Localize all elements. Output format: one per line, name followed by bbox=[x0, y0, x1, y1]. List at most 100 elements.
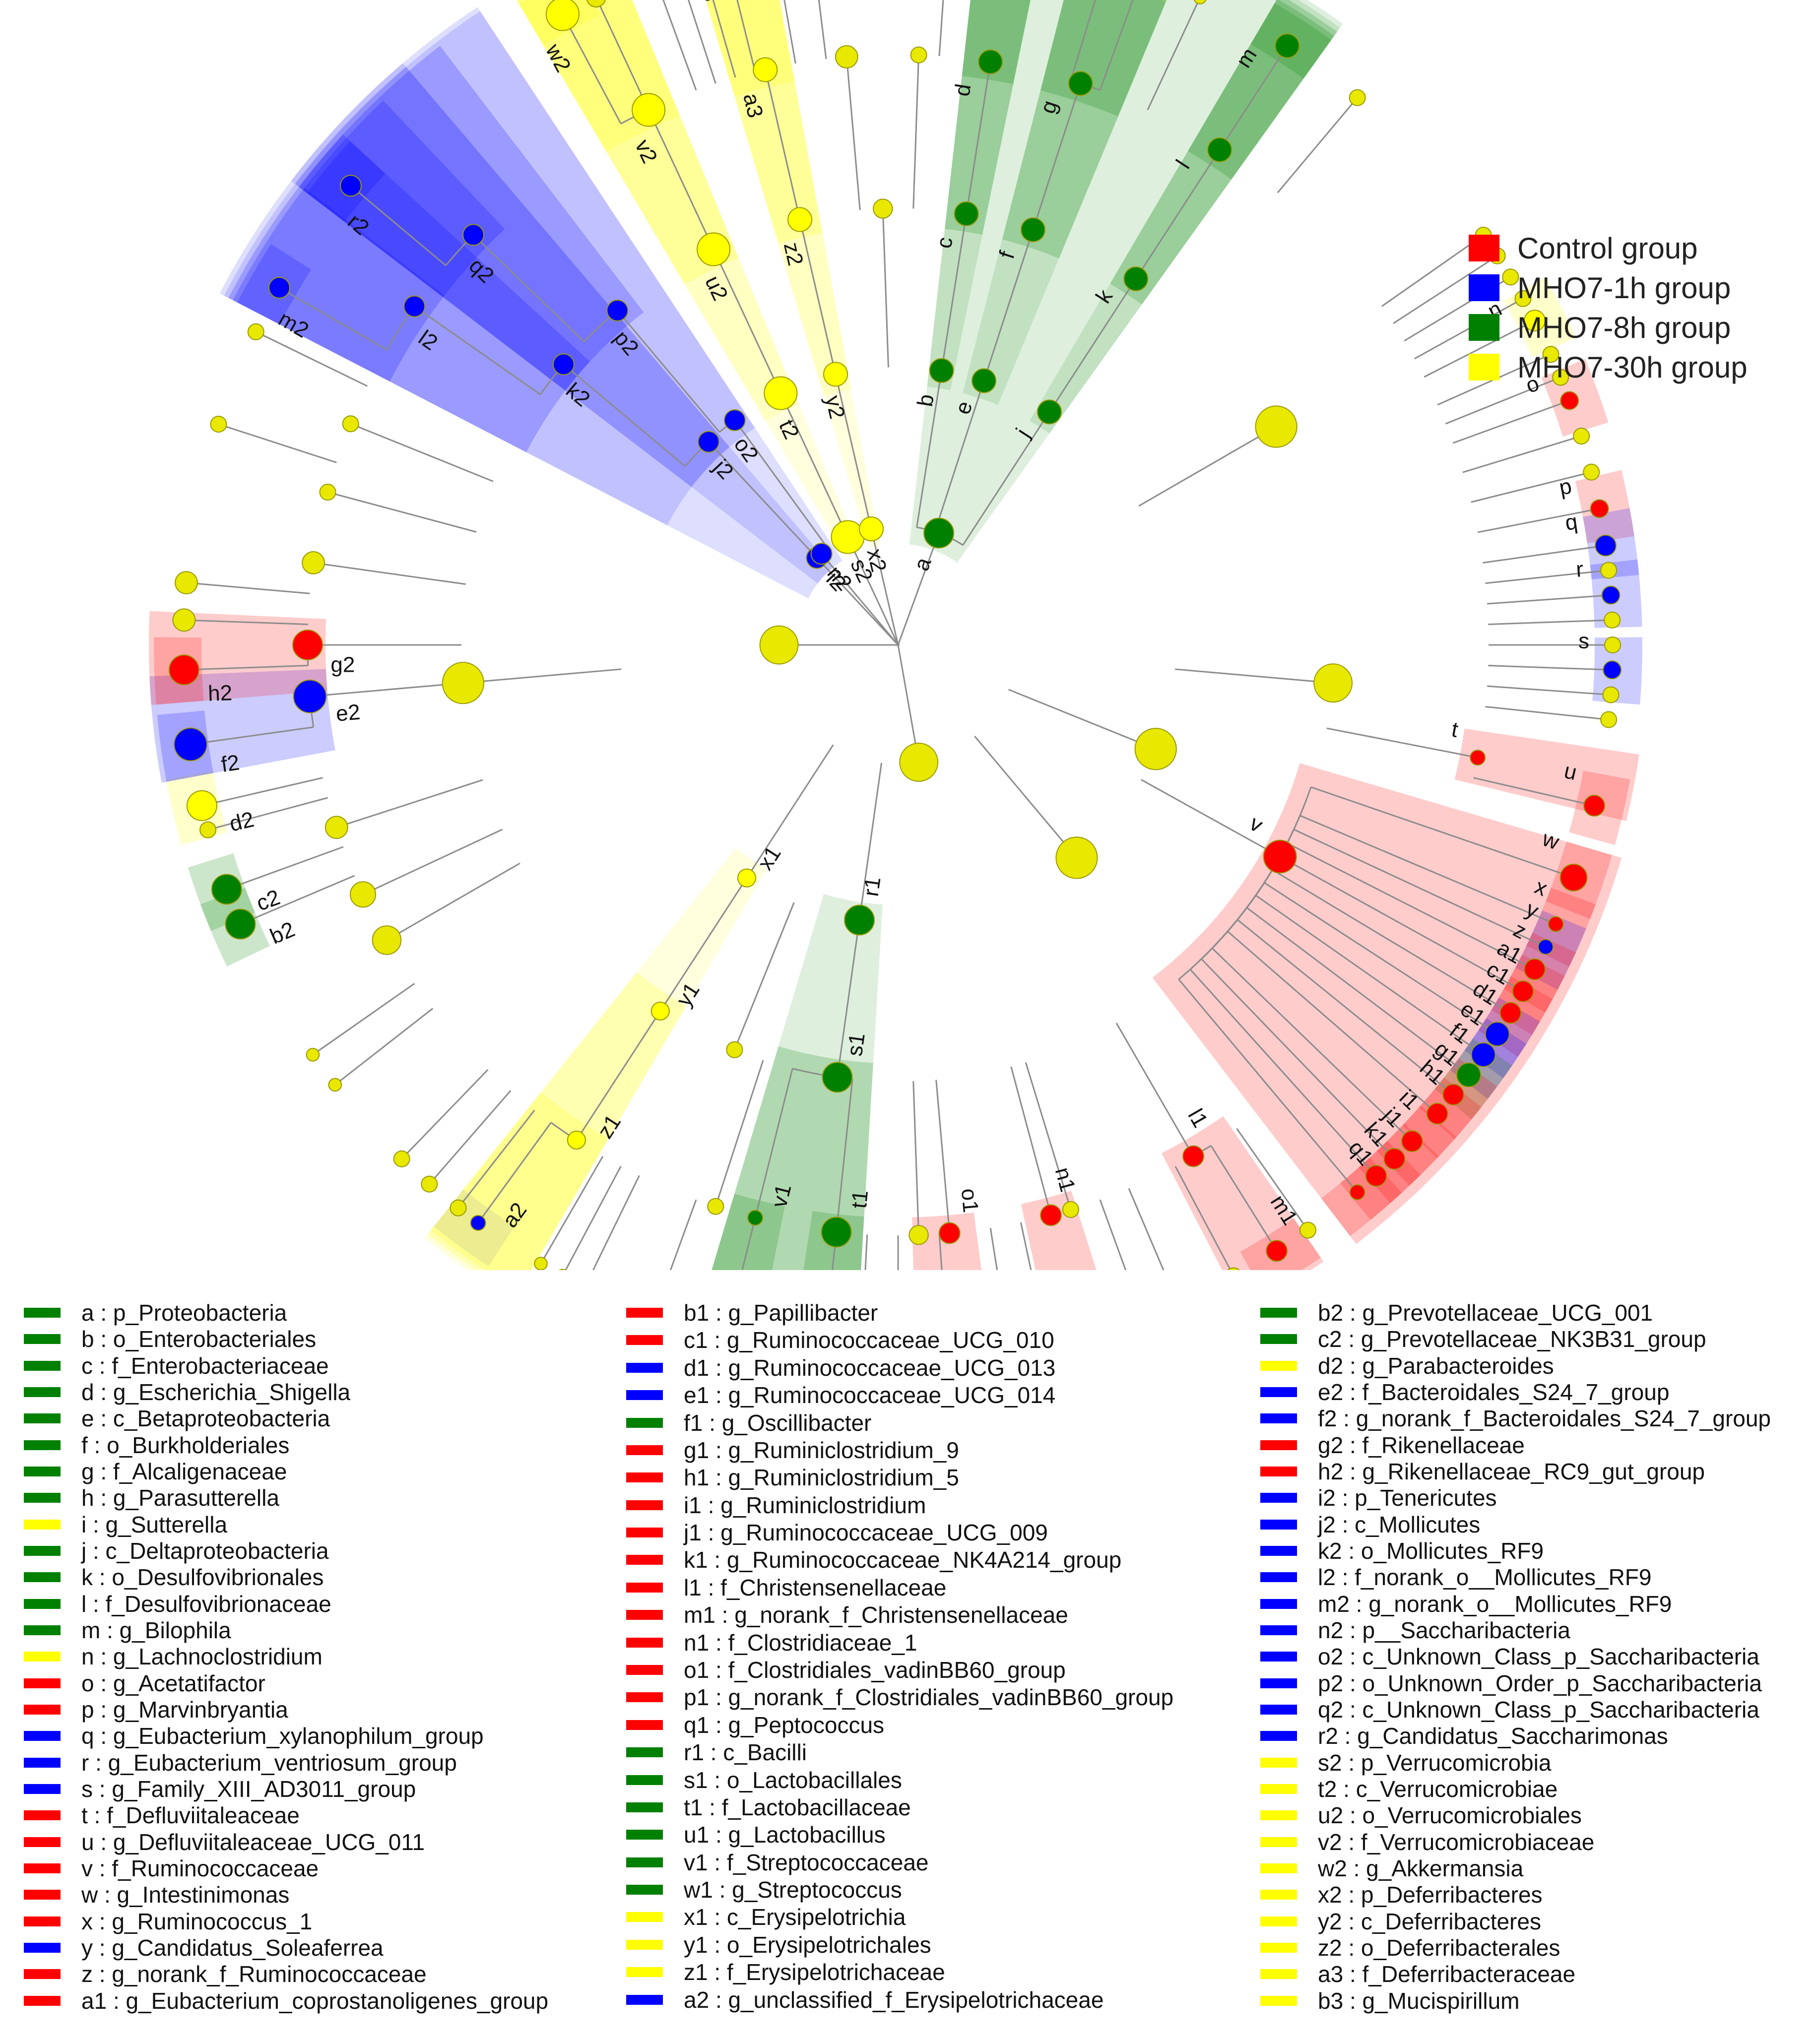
key-label: o1 : f_Clostridiales_vadinBB60_group bbox=[684, 1657, 1066, 1683]
key-swatch bbox=[626, 1830, 663, 1840]
key-row: t1 : f_Lactobacillaceae bbox=[626, 1794, 911, 1820]
branch-line bbox=[989, 1228, 998, 1270]
node-label-y2: y2 bbox=[821, 393, 849, 421]
tree-node bbox=[835, 45, 858, 68]
tree-node bbox=[172, 608, 196, 632]
key-row: b1 : g_Papillibacter bbox=[626, 1300, 878, 1326]
tree-node-k2 bbox=[552, 353, 575, 376]
key-swatch bbox=[626, 1994, 663, 2005]
key-swatch bbox=[626, 1472, 663, 1483]
key-row: x : g_Ruminococcus_1 bbox=[24, 1909, 312, 1934]
branch-line bbox=[935, 1080, 951, 1233]
key-row: p : g_Marvinbryantia bbox=[24, 1697, 288, 1723]
tree-node-z2 bbox=[787, 207, 813, 232]
branch-line bbox=[256, 331, 368, 387]
tree-node bbox=[450, 1199, 467, 1216]
branch-line bbox=[186, 582, 310, 594]
clade-band-f bbox=[1002, 0, 1167, 258]
key-swatch bbox=[24, 1598, 61, 1609]
key-row: f1 : g_Oscillibacter bbox=[626, 1410, 871, 1436]
key-row: j1 : g_Ruminococcaceae_UCG_009 bbox=[626, 1520, 1048, 1545]
branch-line bbox=[897, 644, 920, 763]
branch-line bbox=[463, 668, 622, 684]
tree-node-u2 bbox=[697, 232, 731, 266]
branch-line bbox=[1210, 1145, 1278, 1251]
key-row: k2 : o_Mollicutes_RF9 bbox=[1260, 1538, 1544, 1564]
key-label: h2 : g_Rikenellaceae_RC9_gut_group bbox=[1318, 1459, 1705, 1484]
legend-label: Control group bbox=[1517, 231, 1698, 265]
clade-band-i2 bbox=[219, 63, 833, 599]
key-label: m2 : g_norank_o__Mollicutes_RF9 bbox=[1318, 1591, 1672, 1617]
legend-item: Control group bbox=[1469, 228, 1748, 268]
tree-node-m2 bbox=[268, 277, 290, 299]
key-label: c1 : g_Ruminococcaceae_UCG_010 bbox=[684, 1327, 1054, 1353]
branch-line bbox=[858, 763, 883, 920]
branch-line bbox=[1178, 979, 1358, 1193]
tree-node-s2 bbox=[831, 520, 865, 554]
key-label: f2 : g_norank_f_Bacteroidales_S24_7_grou… bbox=[1318, 1405, 1771, 1432]
branch-line bbox=[662, 0, 697, 91]
key-swatch bbox=[626, 1445, 663, 1455]
key-label: g2 : f_Rikenellaceae bbox=[1318, 1432, 1525, 1458]
key-row: a2 : g_unclassified_f_Erysipelotrichacea… bbox=[626, 1987, 1104, 2013]
branch-line bbox=[218, 423, 337, 463]
tree-node-i1 bbox=[1401, 1130, 1423, 1152]
key-row: b3 : g_Mucispirillum bbox=[1260, 1988, 1519, 2014]
key-row: r2 : g_Candidatus_Saccharimonas bbox=[1260, 1723, 1668, 1749]
node-label-s1: s1 bbox=[843, 1031, 870, 1058]
branch-line bbox=[350, 185, 447, 266]
branch-line bbox=[1032, 83, 1082, 230]
tree-node bbox=[372, 925, 402, 955]
key-swatch bbox=[24, 1969, 61, 1980]
key-swatch bbox=[1260, 1810, 1297, 1821]
tree-node-p bbox=[1590, 499, 1609, 518]
key-swatch bbox=[1260, 1678, 1297, 1688]
key-label: k1 : g_Ruminococcaceae_NK4A214_group bbox=[684, 1547, 1122, 1573]
tree-node-s1 bbox=[822, 1062, 853, 1093]
branch-line bbox=[1138, 426, 1277, 507]
legend-item: MHO7-8h group bbox=[1469, 308, 1748, 347]
key-swatch bbox=[1260, 1467, 1297, 1476]
key-row: n2 : p__Saccharibacteria bbox=[1260, 1617, 1570, 1643]
key-row: u : g_Defluviitaleaceae_UCG_011 bbox=[24, 1829, 425, 1855]
tree-node bbox=[1573, 427, 1590, 445]
tree-node-a2 bbox=[470, 1214, 486, 1231]
key-swatch bbox=[626, 1857, 663, 1867]
branch-line bbox=[1487, 594, 1611, 605]
tree-node-k1 bbox=[1365, 1165, 1387, 1187]
key-row: n : g_Lachnoclostridium bbox=[24, 1644, 323, 1669]
legend-swatch bbox=[1469, 235, 1499, 261]
key-swatch bbox=[626, 1802, 663, 1812]
key-swatch bbox=[24, 1863, 61, 1873]
tree-node-l1 bbox=[1182, 1145, 1204, 1167]
branch-line bbox=[1471, 471, 1592, 503]
node-label-x2: x2 bbox=[862, 546, 891, 574]
key-label: z1 : f_Erysipelotrichaceae bbox=[684, 1959, 945, 1985]
branch-line bbox=[562, 13, 622, 124]
tree-node bbox=[1255, 405, 1298, 448]
tree-node bbox=[325, 816, 348, 839]
branch-line bbox=[1424, 319, 1535, 378]
tree-node-e1 bbox=[1471, 1042, 1496, 1067]
key-label: g : f_Alcaligenaceae bbox=[81, 1459, 287, 1484]
node-label-n1: n1 bbox=[1050, 1165, 1080, 1195]
tree-node bbox=[247, 323, 264, 340]
key-row: w1 : g_Streptococcus bbox=[626, 1877, 902, 1903]
tree-node-e bbox=[972, 368, 997, 393]
key-swatch bbox=[626, 1610, 663, 1620]
branch-line bbox=[563, 364, 686, 467]
tree-node-r2 bbox=[339, 175, 362, 197]
taxon-key-list: a : p_Proteobacteria b : o_Enterobacteria… bbox=[0, 1300, 1818, 2044]
key-label: a3 : f_Deferribacteraceae bbox=[1318, 1961, 1576, 1987]
branch-line bbox=[1219, 45, 1288, 150]
key-swatch bbox=[24, 1519, 61, 1530]
key-swatch bbox=[1260, 1995, 1297, 2006]
key-swatch bbox=[24, 1413, 61, 1424]
key-swatch bbox=[626, 1747, 663, 1758]
tree-node-f1 bbox=[1456, 1062, 1482, 1087]
branch-line bbox=[1452, 400, 1570, 444]
key-swatch bbox=[24, 1995, 61, 2006]
tree-node bbox=[1604, 637, 1621, 653]
branch-line bbox=[1393, 255, 1498, 324]
clade-band-r1 bbox=[712, 894, 883, 1270]
